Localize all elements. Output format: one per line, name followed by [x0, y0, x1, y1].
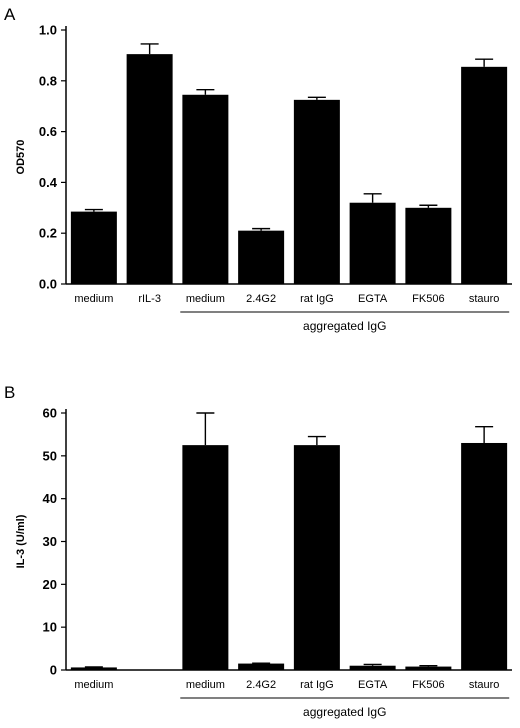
- chart-a: 0.0 0.2 0.4 0.6 0.8 1.0 OD570 medium rIL-3 medium…: [15, 23, 512, 333]
- bar: [461, 66, 508, 284]
- y-tick-label: 20: [43, 577, 57, 592]
- bar: [70, 667, 117, 670]
- bar: [238, 230, 285, 284]
- x-tick-label: rat IgG: [300, 293, 334, 305]
- x-tick-label: EGTA: [358, 293, 388, 305]
- bar: [349, 202, 396, 284]
- y-tick-label: 0.8: [39, 73, 57, 88]
- bar: [126, 54, 173, 284]
- x-tick-label: medium: [186, 293, 225, 305]
- y-tick-label: 0.4: [39, 175, 58, 190]
- x-tick-label: FK506: [412, 679, 444, 691]
- y-tick-label: 60: [43, 406, 57, 421]
- y-tick-label: 0.6: [39, 124, 57, 139]
- bar: [182, 445, 229, 670]
- panel-b-letter: B: [4, 383, 15, 402]
- y-tick-label: 50: [43, 448, 57, 463]
- x-tick-label: FK506: [412, 293, 444, 305]
- x-tick-label: rat IgG: [300, 679, 334, 691]
- y-tick-label: 0: [50, 663, 57, 678]
- chart-b: 0 10 20 30 40 50 60 IL-3 (U/ml) medium medium 2.4G…: [15, 406, 512, 719]
- x-tick-label: EGTA: [358, 679, 388, 691]
- x-tick-label: medium: [186, 679, 225, 691]
- y-axis-label: IL-3 (U/ml): [15, 514, 27, 568]
- group-label: aggregated IgG: [303, 319, 386, 333]
- x-tick-label: medium: [74, 679, 113, 691]
- x-tick-label: stauro: [469, 679, 500, 691]
- y-tick-label: 40: [43, 491, 57, 506]
- y-tick-label: 0.0: [39, 277, 57, 292]
- bar: [405, 207, 452, 284]
- y-tick-label: 1.0: [39, 23, 57, 38]
- x-tick-label: medium: [74, 293, 113, 305]
- y-axis-label: OD570: [15, 140, 27, 175]
- bar: [349, 665, 396, 670]
- x-tick-label: rIL-3: [138, 293, 161, 305]
- bar: [405, 666, 452, 670]
- x-tick-label: 2.4G2: [246, 293, 276, 305]
- bar: [293, 445, 340, 670]
- bar: [238, 663, 285, 670]
- bar: [182, 94, 229, 285]
- bar: [293, 99, 340, 284]
- bar: [461, 442, 508, 670]
- x-tick-label: 2.4G2: [246, 679, 276, 691]
- panel-a-letter: A: [4, 5, 16, 24]
- bar: [70, 211, 117, 284]
- group-label: aggregated IgG: [303, 705, 386, 719]
- x-tick-label: stauro: [469, 293, 500, 305]
- y-tick-label: 10: [43, 620, 57, 635]
- y-tick-label: 0.2: [39, 226, 57, 241]
- y-tick-label: 30: [43, 534, 57, 549]
